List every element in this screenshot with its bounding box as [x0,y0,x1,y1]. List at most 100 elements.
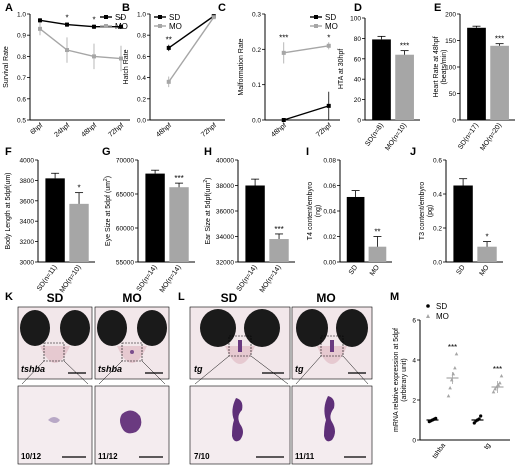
legend-label-m-1: MO [436,312,449,321]
y-tick-label-g: 55000 [116,260,134,267]
legend-marker-c-0 [314,15,318,19]
y-axis-label-sup-g: 2 [103,178,109,181]
panel-letter-m: M [390,291,399,303]
scatter-point-1-1-4 [498,381,502,385]
bar-f-0 [45,178,65,262]
panel-l-mo-gene-label: tg [295,364,304,374]
y-tick-label-d: 40 [354,77,362,84]
panel-l-mo-zoom-photo: 11/11 [291,385,373,465]
x-tick-label-a-3: 72hpf [107,122,125,139]
y-tick-label-e: 100 [445,65,456,72]
data-point-c-0-0 [281,118,286,122]
y-axis-label-text-b: Hatch Rate [123,49,130,84]
panel-k-header-mo: MO [122,291,141,305]
panel-l-mo-top-photo: tg [291,306,373,385]
x-tick-label-j-1: MO [478,264,491,278]
y-axis-label-g: Eye Size at 5dpf (um2) [103,176,112,246]
x-tick-label-a-1: 24hpf [53,122,71,139]
significance-a-1: * [92,16,95,25]
panel-k-sd-zoom-photo: 10/12 [17,385,93,465]
y-tick-label-h: 38000 [216,183,234,190]
y-tick-label-j: 0.6 [433,158,442,165]
panel-k-mo-top-photo: tshba [94,306,170,385]
y-axis-label-i: T4 content/embyro [307,182,314,240]
y-axis-label-e: Heart Rate at 48hpf [433,36,440,97]
significance-g-1: *** [174,174,183,183]
y-tick-label-a: 0.8 [17,54,26,61]
series-line-c-0 [283,105,329,121]
panel-d: D 0 20 40 60 80 100 HTA at 30hpf SD(n=8) *** MO(n=… [338,2,420,152]
y-tick-label-e: 150 [445,38,456,45]
panel-g: G 55000 60000 65000 70000 Eye Size at 5dpf (u… [102,146,195,294]
y-tick-label-a: 0.9 [17,33,26,40]
y-axis-label2-j: (pg) [427,205,434,217]
significance-m-0: *** [448,343,457,352]
y-tick-label-i: 0.04 [323,209,336,216]
y-tick-label-g: 60000 [116,226,134,233]
legend-label-m-0: SD [436,302,447,311]
panel-k-header-sd: SD [47,291,64,305]
panel-letter-f: F [5,146,12,158]
x-tick-label-d-1: MO(n=10) [384,122,408,152]
legend-marker-m-1 [426,314,430,318]
series-line-a-1 [39,28,122,60]
significance-d-1: *** [400,42,409,51]
scatter-point-0-1-5 [454,352,459,356]
y-tick-label-j: 0.0 [433,260,442,267]
x-tick-label-b-1: 72hpf [200,122,218,139]
significance-m-1: *** [493,365,502,374]
y-axis-label-j: T3 content/embyro [419,182,426,240]
panel-l-images: L SD MO tg tg [178,291,373,465]
x-tick-label-f-0: SD(n=11) [36,264,59,292]
panel-e: E 0 50 100 150 200 Heart Rate at 48hpf (beats/m… [433,2,515,152]
y-tick-label-g: 70000 [116,158,134,165]
y-tick-label-c: 0.3 [252,12,261,19]
panel-k-sd-top-photo: tshba [17,306,93,385]
y-tick-label-b: 0.8 [137,33,146,40]
panel-l-mo-count: 11/11 [295,452,315,461]
bar-f-1 [69,203,89,262]
data-point-b-1-0 [166,79,171,84]
bar-g-0 [145,173,165,262]
scatter-point-0-1-1 [448,386,452,390]
y-tick-label-d: 80 [354,36,362,43]
y-axis-label-b: Hatch Rate [123,49,130,84]
panel-letter-a: A [5,2,13,14]
scatter-point-0-0-4 [434,416,438,420]
x-tick-label-h-0: SD(n=14) [236,264,259,293]
bar-j-0 [453,185,473,262]
significance-h-1: *** [274,225,283,234]
y-axis-label-text-a: Survival Rate [3,46,10,88]
y-tick-label-c: 0.0 [252,118,261,125]
panel-a: A 0.5 0.6 0.7 0.8 0.9 1.0 Survival Rate 6hpf 24hp… [3,2,130,139]
legend-label-a-0: SD [115,13,126,22]
y-tick-label-e: 50 [449,91,457,98]
y-tick-label-b: 0.4 [137,75,146,82]
panel-l-header-sd: SD [221,291,238,305]
y-axis-label-d: HTA at 30hpf [338,49,345,89]
bar-h-0 [245,185,265,262]
significance-f-1: * [77,184,80,193]
y-axis-label2-m: (arbitrary unit) [401,358,408,402]
y-tick-label-i: 0.02 [323,234,336,241]
panel-k-mo-gene-label: tshba [98,364,122,374]
legend-label-a-1: MO [115,22,128,31]
panel-c: C 0.0 0.1 0.2 0.3 Malformation Rate 48hpf 72hpf… [218,2,340,139]
x-tick-label-d-0: SD(n=8) [364,122,385,148]
significance-e-1: *** [495,35,504,44]
bar-e-1 [490,45,509,120]
legend-label-b-0: SD [169,13,180,22]
x-tick-label-m-1: tg [483,442,492,451]
y-tick-label-j: 0.2 [433,226,442,233]
y-axis-label-f: Body Length at 5dpf(um) [5,172,12,249]
y-axis-label-text-g: Eye Size at 5dpf (um [105,181,112,246]
x-tick-label-h-1: MO(n=14) [259,264,283,294]
data-point-a-0-1 [65,22,69,27]
y-tick-label-c: 0.2 [252,47,261,54]
x-tick-label-e-1: MO(n=20) [479,122,503,152]
legend-marker-b-1 [158,24,162,28]
panel-letter-b: B [122,2,130,14]
panel-l-sd-top-photo: tg [189,306,291,385]
y-tick-label-a: 1.0 [17,12,26,19]
data-point-a-1-3 [119,56,123,61]
